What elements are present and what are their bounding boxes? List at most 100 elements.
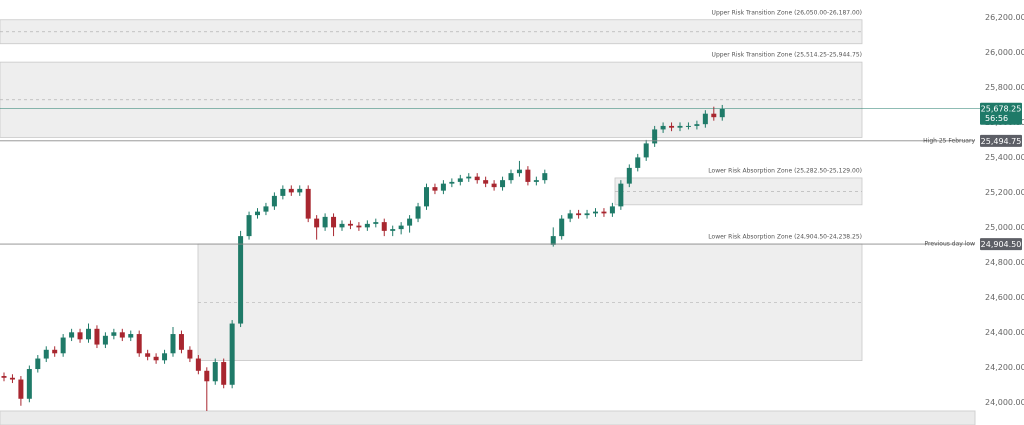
candle-body <box>449 181 455 184</box>
zone <box>0 61 863 138</box>
candle-body <box>263 206 269 212</box>
candle-body <box>525 169 531 182</box>
candle-body <box>719 108 725 118</box>
candle-body <box>69 332 75 338</box>
candle-body <box>1 376 7 378</box>
candle-body <box>601 211 607 214</box>
y-tick-label: 25,800.00 <box>985 83 1024 92</box>
zone-label: Lower Risk Absorption Zone (25,282.50-25… <box>708 167 862 174</box>
candle-body <box>542 173 548 181</box>
candle-body <box>407 218 413 226</box>
candle-body <box>297 188 303 193</box>
candle-body <box>398 225 404 230</box>
candle-body <box>145 353 151 357</box>
level-label: High 25 February <box>923 137 975 144</box>
zone-label: Upper Risk Transition Zone (25,514.25-25… <box>712 52 862 59</box>
candle-body <box>381 222 387 231</box>
candle-body <box>221 362 227 385</box>
zone <box>0 19 863 45</box>
candle-body <box>618 183 624 207</box>
candle-body <box>128 334 134 338</box>
candle-body <box>195 358 201 371</box>
y-tick-label: 24,200.00 <box>985 363 1024 372</box>
candle-body <box>516 169 522 174</box>
candle-body <box>576 213 582 216</box>
candle-body <box>119 332 125 338</box>
candle-body <box>652 129 658 144</box>
candle-body <box>567 213 573 219</box>
y-tick-label: 26,200.00 <box>985 13 1024 22</box>
bottom-band <box>0 410 976 425</box>
candle-body <box>694 124 700 126</box>
candle-body <box>508 173 514 181</box>
candle-body <box>255 211 260 216</box>
candle-body <box>685 125 691 127</box>
candle-body <box>229 323 235 385</box>
candle-body <box>609 206 615 214</box>
y-tick-label: 26,000.00 <box>985 48 1024 57</box>
candle-body <box>635 157 641 168</box>
level-label: Previous day low <box>925 241 976 248</box>
candle-body <box>280 188 286 196</box>
candle-body <box>9 377 15 380</box>
candle-body <box>559 218 565 237</box>
candle-body <box>347 223 353 226</box>
candle-body <box>491 183 497 188</box>
candle-body <box>212 362 218 382</box>
countdown: 56:56 <box>985 114 1008 123</box>
candle-body <box>711 113 717 118</box>
y-tick-label: 25,200.00 <box>985 188 1024 197</box>
candle-body <box>153 356 159 361</box>
level-price: 24,904.50 <box>981 240 1022 249</box>
candle-body <box>440 183 446 191</box>
level-price: 25,494.75 <box>981 137 1022 146</box>
candle-body <box>238 236 244 324</box>
zone-label: Upper Risk Transition Zone (26,050.00-26… <box>712 9 862 16</box>
y-tick-label: 25,000.00 <box>985 223 1024 232</box>
candle-body <box>500 180 506 188</box>
candle-body <box>18 379 24 399</box>
level-price-box <box>980 238 1022 251</box>
candle-body <box>457 178 463 182</box>
candle-body <box>466 176 472 179</box>
candle-body <box>339 223 345 228</box>
candle-body <box>288 188 294 193</box>
last-price: 25,678.25 <box>981 105 1022 114</box>
candle-body <box>660 125 666 130</box>
candle-body <box>35 358 41 370</box>
candle-body <box>77 332 83 340</box>
candle-body <box>26 369 32 399</box>
y-tick-label: 24,800.00 <box>985 258 1024 267</box>
candle-body <box>584 213 590 216</box>
candle-body <box>474 176 480 181</box>
candle-body <box>246 215 252 237</box>
candle-body <box>178 334 184 350</box>
y-tick-label: 24,000.00 <box>985 398 1024 407</box>
candle-body <box>424 187 429 207</box>
candle-body <box>483 180 489 184</box>
candle-body <box>550 236 556 245</box>
zone-label: Lower Risk Absorption Zone (24,904.50-24… <box>708 234 862 241</box>
level-price-box <box>980 134 1022 147</box>
candle-body <box>111 332 117 336</box>
candle-body <box>136 334 142 354</box>
candle-body <box>677 125 683 128</box>
candle-body <box>331 216 337 228</box>
candle-body <box>432 187 438 191</box>
candle-body <box>187 349 193 359</box>
candle-body <box>162 353 168 361</box>
candle-body <box>626 167 632 184</box>
candle-body <box>314 218 320 228</box>
candle-body <box>390 229 396 231</box>
candle-body <box>364 223 370 228</box>
candle-body <box>204 370 210 382</box>
candle-body <box>43 349 49 359</box>
candle-body <box>373 222 379 224</box>
y-tick-label: 25,400.00 <box>985 153 1024 162</box>
last-price-box <box>980 102 1022 125</box>
candle-body <box>356 225 362 228</box>
candle-body <box>702 113 708 125</box>
candle-body <box>322 216 328 228</box>
candle-body <box>60 337 66 354</box>
